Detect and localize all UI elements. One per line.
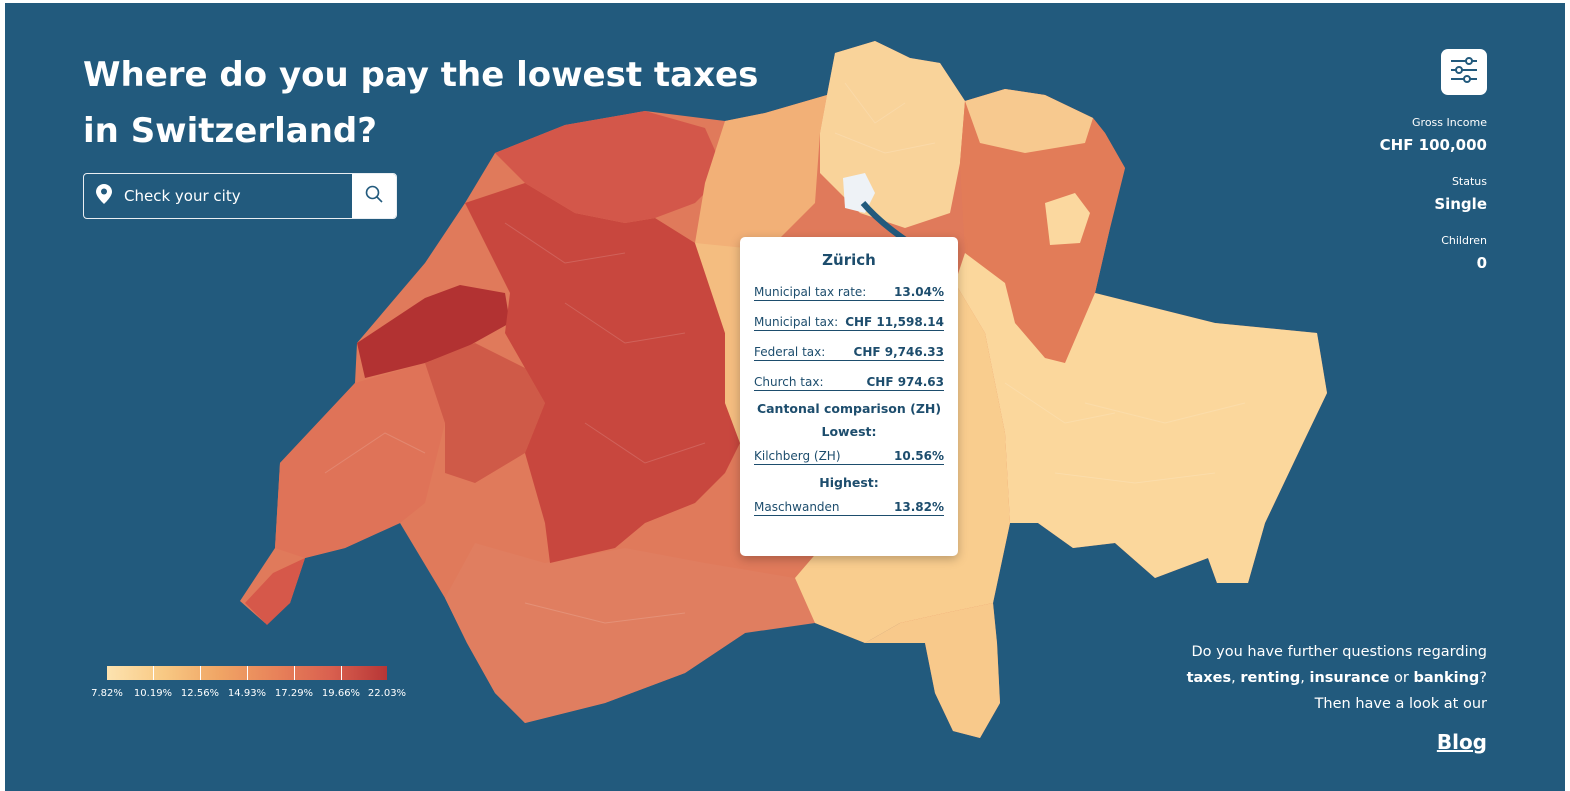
promo-separator: , xyxy=(1231,670,1241,686)
status-value: Single xyxy=(1434,195,1487,213)
tooltip-row-church-tax: Church tax: CHF 974.63 xyxy=(754,371,944,391)
lowest-label: Lowest: xyxy=(821,424,877,439)
map-region-thurgau xyxy=(965,89,1093,153)
tooltip-row-municipal-rate: Municipal tax rate: 13.04% xyxy=(754,281,944,301)
promo-line-2: taxes, renting, insurance or banking? xyxy=(1157,665,1487,691)
map-region-valais xyxy=(445,543,815,723)
legend-label: 12.56% xyxy=(180,688,220,699)
promo-separator: , xyxy=(1300,670,1310,686)
page-title: Where do you pay the lowest taxes in Swi… xyxy=(83,55,759,151)
tooltip-row-highest: Maschwanden 13.82% xyxy=(754,496,944,516)
legend-label: 14.93% xyxy=(227,688,267,699)
settings-summary: Gross Income CHF 100,000 Status Single C… xyxy=(1267,116,1487,293)
row-value: CHF 11,598.14 xyxy=(845,315,944,329)
municipality-tooltip: Zürich Municipal tax rate: 13.04% Munici… xyxy=(740,237,958,556)
map-region-ticino xyxy=(865,603,1000,738)
legend-label: 10.19% xyxy=(133,688,173,699)
row-value: 13.04% xyxy=(894,285,944,299)
promo-topic-taxes: taxes xyxy=(1186,670,1232,686)
map-region-bern xyxy=(465,183,740,563)
legend-tick xyxy=(294,666,295,680)
blog-link[interactable]: Blog xyxy=(1436,730,1487,754)
row-label: Maschwanden xyxy=(754,500,840,514)
page: Where do you pay the lowest taxes in Swi… xyxy=(5,3,1565,791)
tooltip-row-federal-tax: Federal tax: CHF 9,746.33 xyxy=(754,341,944,361)
highest-label: Highest: xyxy=(819,475,879,490)
map-region-geneva xyxy=(245,558,305,625)
search-placeholder: Check your city xyxy=(124,187,241,205)
map-region-solothurn xyxy=(495,111,725,223)
search-input[interactable]: Check your city xyxy=(84,174,352,218)
promo-topic-renting: renting xyxy=(1240,670,1301,686)
map-region-lucerne xyxy=(695,243,745,443)
promo-line-3: Then have a look at our xyxy=(1314,696,1487,712)
row-value: CHF 9,746.33 xyxy=(853,345,944,359)
map-region-fribourg xyxy=(425,343,545,483)
gross-income-label: Gross Income xyxy=(1412,116,1487,129)
map-region-appenzell xyxy=(1045,193,1090,245)
children-label: Children xyxy=(1441,234,1487,247)
row-value: CHF 974.63 xyxy=(866,375,944,389)
gross-income-value: CHF 100,000 xyxy=(1379,136,1487,154)
row-label: Church tax: xyxy=(754,375,824,389)
map-region-stgallen xyxy=(960,89,1125,363)
map-region-graubuenden xyxy=(955,253,1327,583)
municipal-borders xyxy=(324,82,1246,624)
city-search[interactable]: Check your city xyxy=(83,173,397,219)
location-pin-icon xyxy=(96,184,112,208)
legend-label: 22.03% xyxy=(367,688,407,699)
legend-tick xyxy=(341,666,342,680)
legend-label: 7.82% xyxy=(91,688,123,699)
status-label: Status xyxy=(1451,175,1487,188)
map-region-neuchatel xyxy=(357,285,510,378)
row-value: 10.56% xyxy=(894,449,944,463)
promo-question-mark: ? xyxy=(1479,670,1487,686)
tooltip-title: Zürich xyxy=(822,251,876,269)
promo-conjunction: or xyxy=(1389,670,1414,686)
blog-promo: Do you have further questions regarding … xyxy=(1157,639,1487,758)
legend-tick xyxy=(200,666,201,680)
filter-sliders-icon xyxy=(1448,54,1480,90)
row-value: 13.82% xyxy=(894,500,944,514)
row-label: Municipal tax rate: xyxy=(754,285,867,299)
search-icon xyxy=(365,185,383,207)
map-highlight-zurich-city xyxy=(843,173,875,213)
children-value: 0 xyxy=(1476,254,1487,272)
search-button[interactable] xyxy=(352,174,396,218)
legend-tick xyxy=(153,666,154,680)
tooltip-row-lowest: Kilchberg (ZH) 10.56% xyxy=(754,445,944,465)
promo-topic-banking: banking xyxy=(1413,670,1480,686)
map-region-vaud xyxy=(275,363,445,558)
map-region-aargau xyxy=(695,95,827,253)
legend-tick xyxy=(247,666,248,680)
row-label: Kilchberg (ZH) xyxy=(754,449,841,463)
promo-topic-insurance: insurance xyxy=(1309,670,1390,686)
cantonal-comparison-title: Cantonal comparison (ZH) xyxy=(756,401,942,416)
legend-label: 19.66% xyxy=(321,688,361,699)
row-label: Federal tax: xyxy=(754,345,826,359)
filter-settings-button[interactable] xyxy=(1441,49,1487,95)
promo-line-1: Do you have further questions regarding xyxy=(1191,644,1487,660)
tooltip-row-municipal-tax: Municipal tax: CHF 11,598.14 xyxy=(754,311,944,331)
row-label: Municipal tax: xyxy=(754,315,839,329)
legend-label: 17.29% xyxy=(274,688,314,699)
